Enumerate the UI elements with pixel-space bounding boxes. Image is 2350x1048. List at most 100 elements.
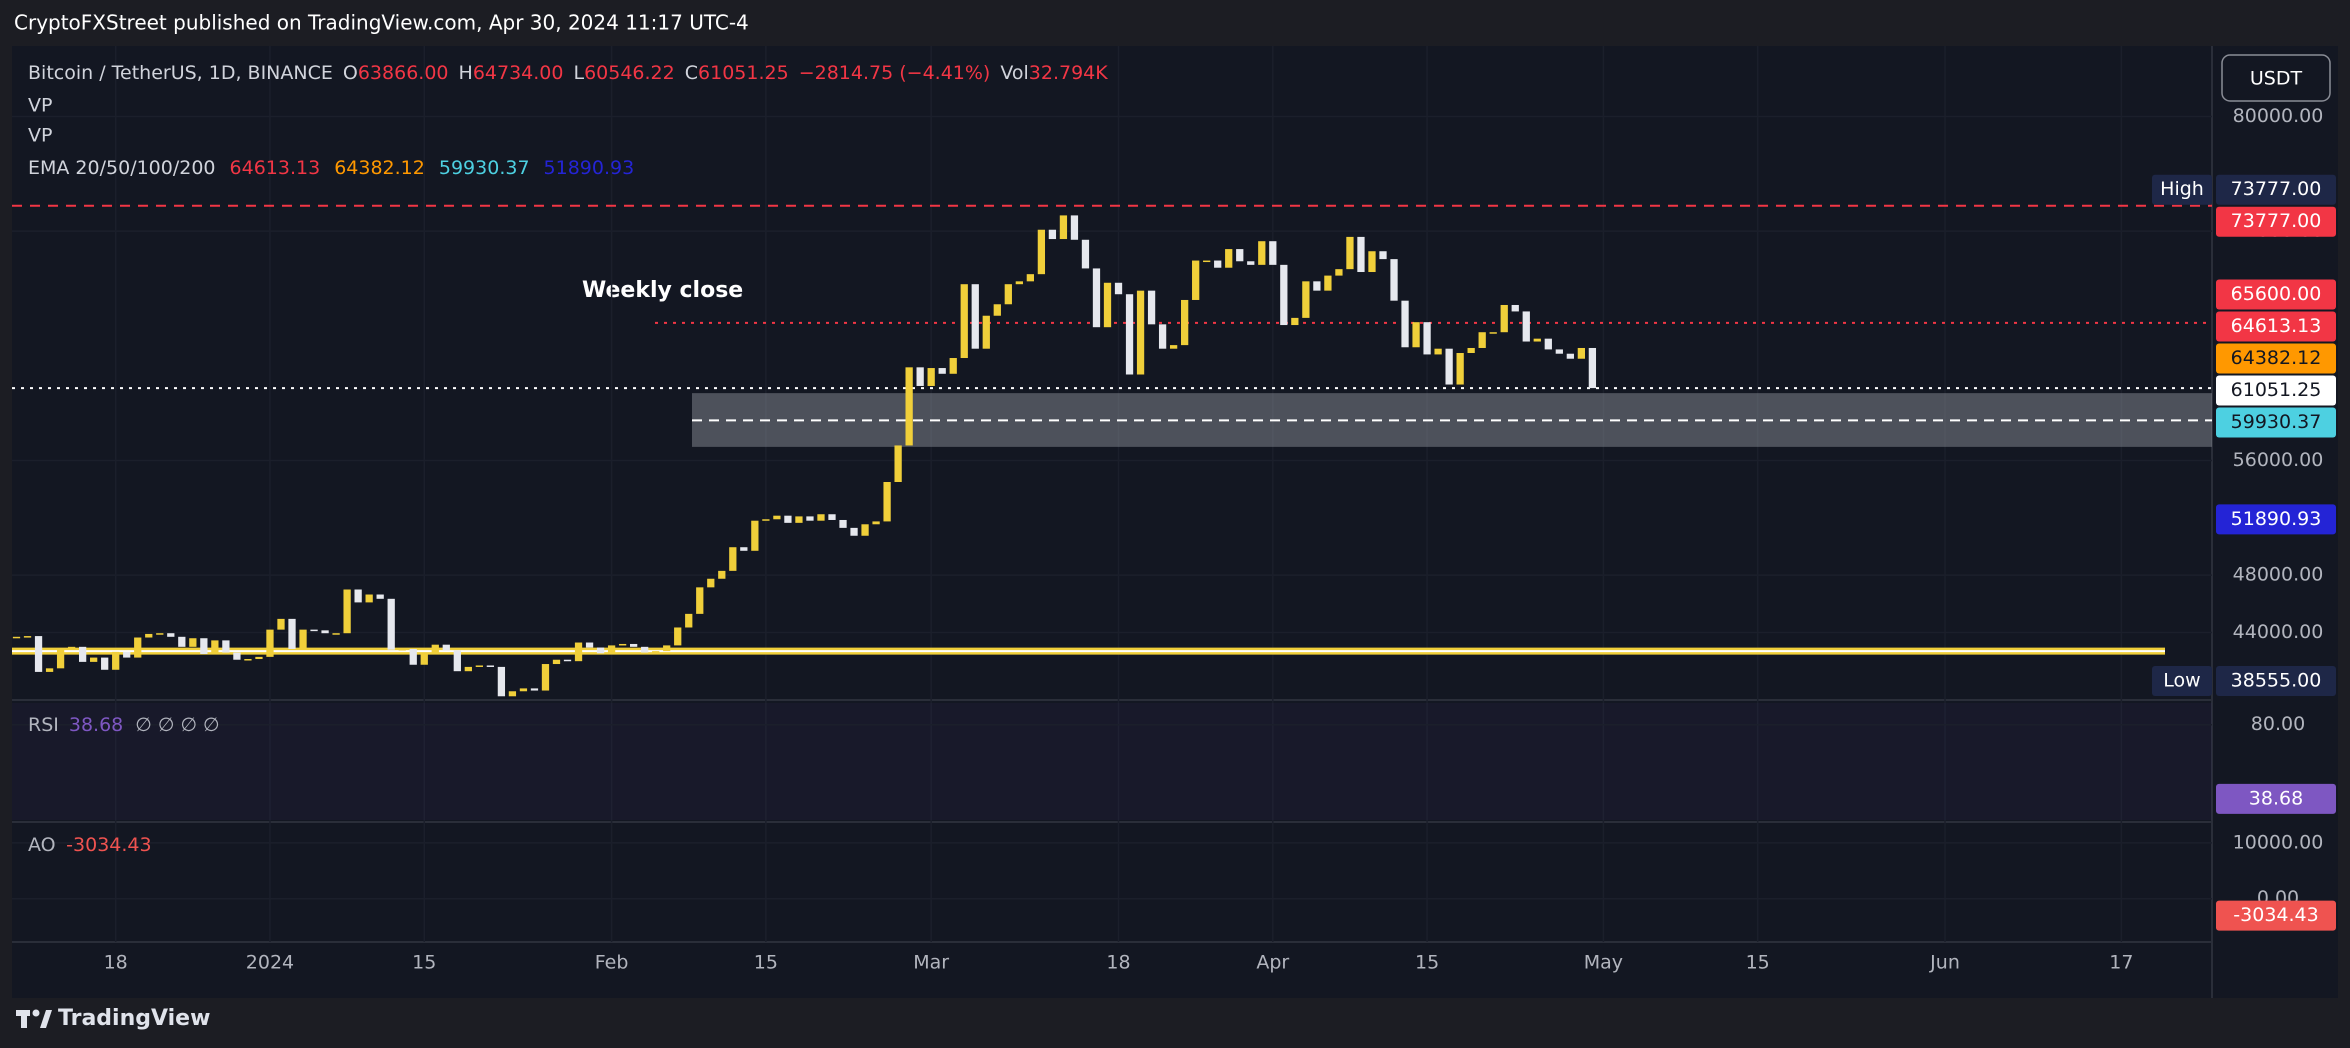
candle — [343, 589, 351, 634]
candle — [1158, 324, 1167, 349]
candle — [1500, 304, 1508, 333]
legend-item: 32.794K — [1029, 62, 1108, 84]
candle — [409, 648, 417, 665]
candle — [1037, 229, 1046, 275]
candle — [839, 519, 847, 528]
legend-item: O — [343, 62, 358, 84]
candle — [596, 647, 605, 654]
candle — [167, 633, 175, 637]
y-tick-label: 48000.00 — [2233, 564, 2324, 586]
price-badge — [2216, 504, 2336, 535]
candle — [1566, 353, 1574, 359]
legend-item: 38.68 — [69, 714, 123, 736]
candle — [1125, 294, 1134, 375]
x-tick-label: Feb — [595, 952, 629, 974]
candle — [211, 640, 219, 654]
candle — [718, 570, 726, 579]
candle — [134, 637, 142, 658]
candle — [519, 688, 528, 692]
candle — [971, 284, 979, 349]
candle — [1390, 259, 1398, 301]
candle — [585, 642, 594, 648]
candle — [916, 367, 924, 386]
candle — [1313, 281, 1321, 291]
candle — [464, 666, 472, 672]
legend-item: 51890.93 — [544, 157, 635, 179]
candle — [1236, 249, 1244, 262]
ao-badge-label: -3034.43 — [2233, 904, 2318, 926]
candle — [1059, 215, 1068, 240]
candle — [806, 516, 814, 521]
candle — [67, 646, 76, 649]
candle — [927, 368, 935, 386]
candle — [420, 654, 428, 665]
candle — [696, 587, 704, 614]
candle — [1511, 304, 1519, 312]
legend-row: AO -3034.43 — [28, 834, 152, 856]
candle — [178, 636, 186, 647]
legend-item: H — [459, 62, 473, 84]
candle — [641, 646, 649, 653]
candle — [1588, 347, 1597, 389]
candle — [817, 514, 825, 521]
y-tick-label: 44000.00 — [2233, 621, 2324, 643]
currency-button[interactable] — [2221, 54, 2331, 102]
price-badge — [2216, 311, 2336, 342]
price-badge-label: 73777.00 — [2231, 178, 2322, 200]
candle — [762, 519, 770, 521]
price-badge-label: 38555.00 — [2231, 670, 2322, 692]
legend-item: 61051.25 — [698, 62, 789, 84]
legend-item: Vol — [1000, 62, 1028, 84]
logo-part — [32, 1009, 40, 1017]
candle — [828, 514, 836, 520]
candle — [618, 643, 627, 646]
candle — [354, 589, 362, 603]
candle — [255, 656, 263, 660]
brand: TradingView — [58, 1006, 210, 1031]
legend-item: 64613.13 — [230, 157, 321, 179]
candle — [861, 524, 869, 536]
candle — [288, 618, 296, 649]
candle — [894, 445, 902, 482]
candle — [497, 666, 506, 697]
logo — [16, 1009, 52, 1028]
rsi-badge — [2216, 783, 2336, 814]
x-tick-label: Mar — [913, 952, 949, 974]
x-tick-label: 18 — [104, 952, 128, 974]
candle — [145, 633, 153, 638]
x-tick-label: Apr — [1256, 952, 1289, 974]
logo-part — [40, 1010, 52, 1028]
candle — [200, 638, 208, 654]
candle — [883, 482, 891, 522]
candle — [905, 367, 913, 446]
price-badge-label: 64382.12 — [2231, 347, 2322, 369]
candle — [1181, 299, 1189, 346]
candle — [1467, 347, 1475, 353]
candle — [1169, 345, 1178, 349]
candle — [34, 636, 43, 672]
candle — [1247, 261, 1255, 265]
candle — [1258, 241, 1266, 265]
candle — [12, 636, 21, 639]
candle — [1357, 236, 1365, 273]
indicator-label: VP — [28, 95, 52, 117]
rsi-badge-label: 38.68 — [2249, 787, 2303, 809]
chart-area — [12, 46, 2338, 998]
candle — [453, 650, 461, 672]
legend-item: C — [685, 62, 698, 84]
candle — [1291, 317, 1299, 326]
ao-badge — [2216, 900, 2336, 931]
candle — [299, 629, 307, 649]
price-badge — [2216, 174, 2336, 205]
legend-item: 63866.00 — [358, 62, 449, 84]
candle — [1269, 241, 1277, 265]
price-badge — [2216, 343, 2336, 374]
candle — [1225, 249, 1233, 268]
currency[interactable]: USDT — [2250, 68, 2303, 90]
candle — [376, 594, 384, 599]
candle — [740, 547, 748, 551]
candle — [1423, 322, 1431, 355]
candle — [850, 527, 858, 536]
legend-row: EMA 20/50/100/200 64613.13 64382.12 59930.3… — [28, 157, 634, 179]
candle — [773, 515, 781, 520]
